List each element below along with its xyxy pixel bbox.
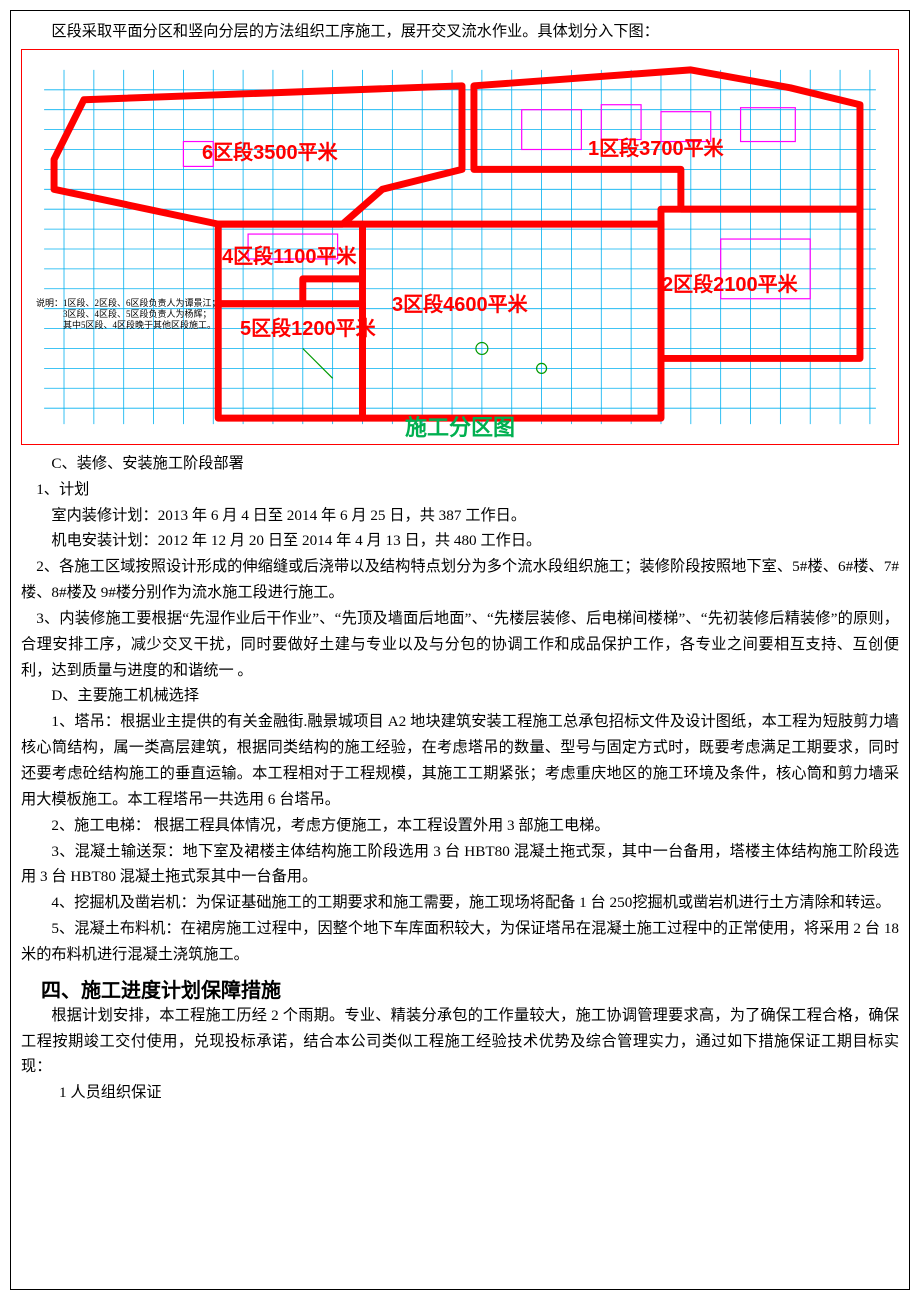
section-d-head: D、主要施工机械选择 — [21, 683, 899, 709]
zone-label-2: 4区段1100平米 — [222, 240, 357, 269]
diagram-svg — [22, 50, 898, 444]
section-c-p1-head: 1、计划 — [21, 477, 899, 503]
section-d-p2: 2、施工电梯： 根据工程具体情况，考虑方便施工，本工程设置外用 3 部施工电梯。 — [21, 813, 899, 839]
section-d-p3: 3、混凝土输送泵：地下室及裙楼主体结构施工阶段选用 3 台 HBT80 混凝土拖… — [21, 839, 899, 891]
zone-label-3: 2区段2100平米 — [662, 268, 798, 297]
section-c-p1a: 室内装修计划：2013 年 6 月 4 日至 2014 年 6 月 25 日，共… — [21, 503, 899, 529]
section-4-head: 四、施工进度计划保障措施 — [21, 974, 899, 1003]
zone-label-0: 6区段3500平米 — [202, 136, 338, 165]
section-d-p4: 4、挖掘机及凿岩机：为保证基础施工的工期要求和施工需要，施工现场将配备 1 台 … — [21, 890, 899, 916]
section-4-p2: 1 人员组织保证 — [21, 1080, 899, 1106]
section-c-p2: 2、各施工区域按照设计形成的伸缩缝或后浇带以及结构特点划分为多个流水段组织施工；… — [21, 554, 899, 606]
section-c-p1b: 机电安装计划：2012 年 12 月 20 日至 2014 年 4 月 13 日… — [21, 528, 899, 554]
section-c-p3: 3、内装修施工要根据“先湿作业后干作业”、“先顶及墙面后地面”、“先楼层装修、后… — [21, 606, 899, 684]
diagram-title: 施工分区图 — [405, 410, 515, 442]
page-frame: 区段采取平面分区和竖向分层的方法组织工序施工，展开交叉流水作业。具体划分入下图： — [10, 10, 910, 1290]
intro-paragraph: 区段采取平面分区和竖向分层的方法组织工序施工，展开交叉流水作业。具体划分入下图： — [21, 19, 899, 45]
section-4-p1: 根据计划安排，本工程施工历经 2 个雨期。专业、精装分承包的工作量较大，施工协调… — [21, 1003, 899, 1081]
legend-line-2: 3区段、4区段、5区段负责人为杨辉； — [36, 309, 221, 320]
diagram-legend: 说明：1区段、2区段、6区段负责人为谭景江； 3区段、4区段、5区段负责人为杨辉… — [36, 298, 221, 332]
zone-label-5: 5区段1200平米 — [240, 312, 376, 341]
zone-label-4: 3区段4600平米 — [392, 288, 528, 317]
section-d-p5: 5、混凝土布料机：在裙房施工过程中，因整个地下车库面积较大，为保证塔吊在混凝土施… — [21, 916, 899, 968]
legend-line-1: 说明：1区段、2区段、6区段负责人为谭景江； — [36, 298, 221, 309]
section-c-head: C、装修、安装施工阶段部署 — [21, 451, 899, 477]
legend-line-3: 其中5区段、4区段晚于其他区段施工。 — [36, 320, 221, 331]
zone-label-1: 1区段3700平米 — [588, 132, 724, 161]
zoning-diagram: 6区段3500平米 1区段3700平米 4区段1100平米 2区段2100平米 … — [21, 49, 899, 445]
section-d-p1: 1、塔吊：根据业主提供的有关金融街.融景城项目 A2 地块建筑安装工程施工总承包… — [21, 709, 899, 812]
